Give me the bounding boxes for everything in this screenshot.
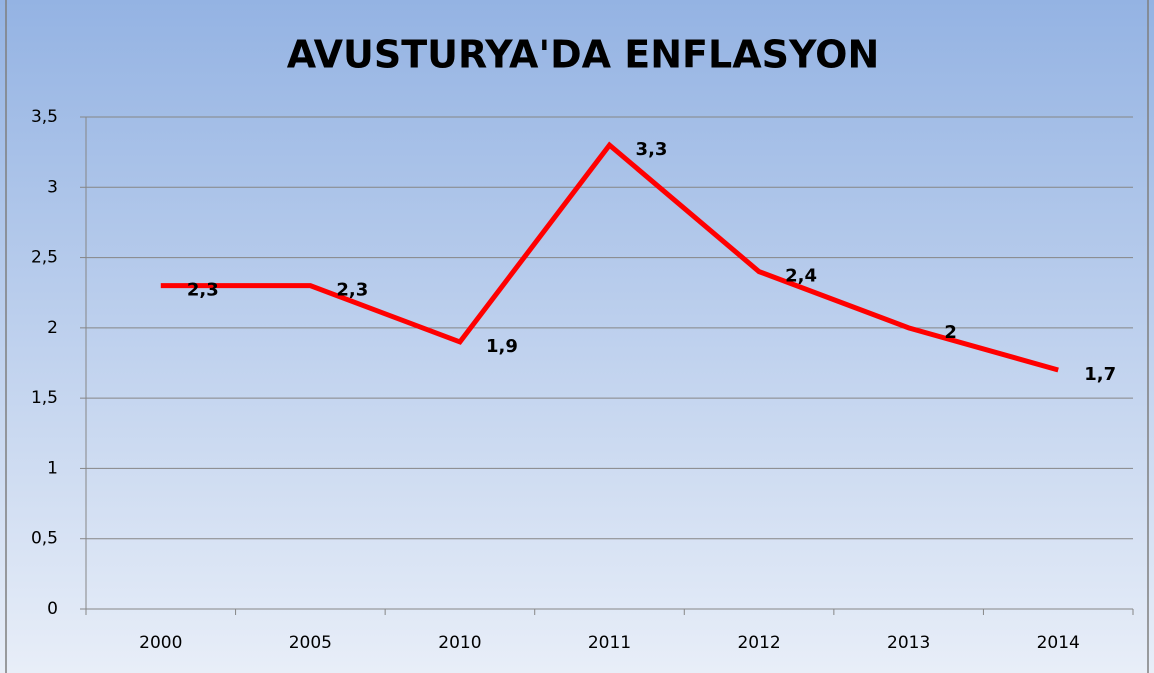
y-tick-label: 3,5 <box>31 107 58 127</box>
y-tick-label: 1,5 <box>31 388 58 408</box>
x-tick-label: 2005 <box>289 633 332 653</box>
data-label: 2 <box>944 322 957 343</box>
x-tick-label: 2000 <box>139 633 182 653</box>
y-tick-label: 3 <box>47 177 58 197</box>
data-label: 1,7 <box>1084 364 1116 385</box>
line <box>160 141 1059 373</box>
y-tick-label: 0,5 <box>31 529 58 549</box>
data-label: 2,4 <box>785 266 817 287</box>
x-tick-label: 2011 <box>588 633 631 653</box>
chart-title: AVUSTURYA'DA ENFLASYON <box>287 33 880 77</box>
data-label: 3,3 <box>636 139 668 160</box>
y-tick-label: 2,5 <box>31 248 58 268</box>
x-tick-label: 2012 <box>737 633 780 653</box>
x-tick-label: 2010 <box>438 633 481 653</box>
y-tick-label: 2 <box>47 318 58 338</box>
x-tick-label: 2014 <box>1037 633 1080 653</box>
y-tick-label: 0 <box>47 599 58 619</box>
data-label: 2,3 <box>336 280 368 301</box>
data-label: 1,9 <box>486 336 518 357</box>
data-label: 2,3 <box>187 280 219 301</box>
x-tick-label: 2013 <box>887 633 930 653</box>
y-tick-label: 1 <box>47 458 58 478</box>
